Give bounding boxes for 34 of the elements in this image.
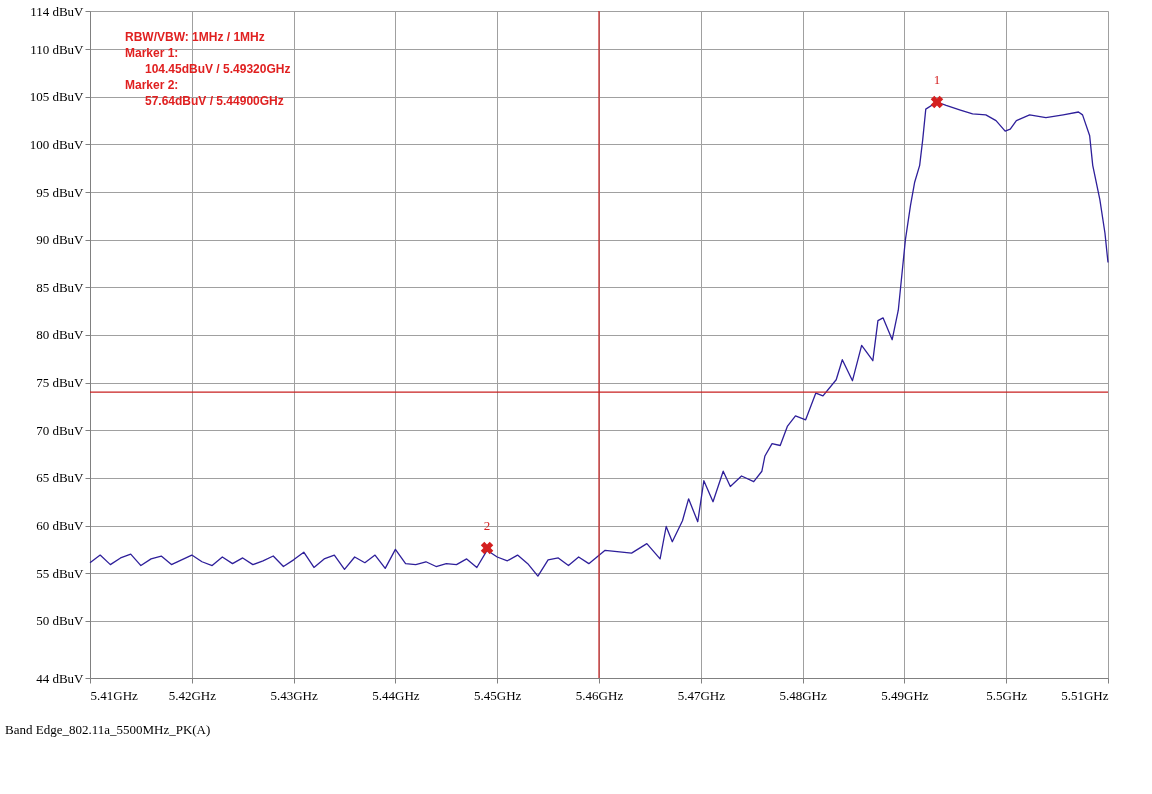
- x-tick-label: 5.44GHz: [372, 687, 420, 703]
- text: Band Edge_802.11a_5500MHz_PK(A): [5, 722, 211, 737]
- y-tick-label: 85 dBuV: [36, 279, 85, 295]
- y-tick-label: 110 dBuV: [30, 41, 85, 57]
- x-tick-label: 5.48GHz: [779, 687, 827, 703]
- x-tick-label: 5.46GHz: [575, 687, 624, 703]
- annotation: 1: [933, 72, 941, 87]
- x-tick-label: 5.43GHz: [270, 687, 318, 703]
- annotation: 104.45dBuV / 5.49320GHz: [145, 62, 291, 76]
- x-tick-label: 5.45GHz: [474, 687, 522, 703]
- x-tick-label: 5.49GHz: [881, 687, 929, 703]
- y-tick-label: 65 dBuV: [36, 470, 85, 486]
- y-tick-label: 75 dBuV: [36, 375, 85, 391]
- annotation: 2: [483, 518, 491, 534]
- annotation: Marker 2:: [125, 78, 179, 92]
- y-tick-label: 95 dBuV: [36, 184, 85, 200]
- annotation: Marker 1:: [125, 46, 179, 60]
- x-tick-label: 5.47GHz: [677, 687, 726, 703]
- annotation: RBW/VBW: 1MHz / 1MHz: [125, 30, 265, 44]
- y-tick-label: 50 dBuV: [36, 613, 85, 629]
- y-tick-label: 105 dBuV: [29, 89, 85, 105]
- annotation: 57.64dBuV / 5.44900GHz: [145, 94, 284, 108]
- y-tick-label: 80 dBuV: [36, 327, 85, 343]
- y-tick-label: 55 dBuV: [36, 565, 85, 581]
- y-tick-label: 44 dBuV: [36, 670, 85, 686]
- y-tick-label: 100 dBuV: [29, 136, 85, 152]
- y-tick-label: 90 dBuV: [36, 232, 85, 248]
- y-tick-label: 114 dBuV: [30, 3, 85, 19]
- x-tick-label: 5.51GHz: [1061, 687, 1109, 703]
- x-tick-label: 5.41GHz: [90, 687, 139, 703]
- y-tick-label: 60 dBuV: [36, 518, 85, 534]
- x-tick-label: 5.5GHz: [986, 687, 1028, 703]
- x-tick-label: 5.42GHz: [168, 687, 217, 703]
- y-tick-label: 70 dBuV: [36, 422, 85, 438]
